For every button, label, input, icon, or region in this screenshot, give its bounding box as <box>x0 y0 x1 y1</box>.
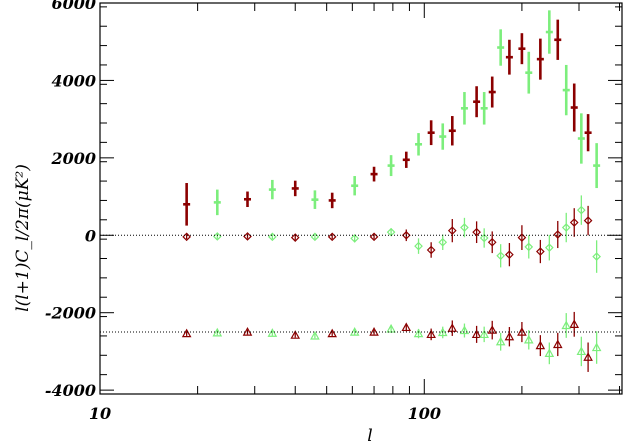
triangle-marker <box>471 329 482 339</box>
triangle-marker <box>212 327 223 337</box>
triangle-marker <box>447 323 458 332</box>
diamond-marker <box>401 230 411 240</box>
triangle-marker <box>401 322 412 332</box>
diamond-marker <box>414 241 423 251</box>
x-axis-label: l <box>367 426 372 444</box>
triangle-marker <box>552 339 563 349</box>
diamond-marker <box>517 233 527 242</box>
triangle-marker <box>583 352 593 361</box>
series-1-plus <box>213 10 601 216</box>
x-tick-label: 10 <box>89 404 111 423</box>
diamond-marker <box>290 233 300 242</box>
y-axis-label: l(l+1)C_l/2π(μK²) <box>13 164 33 312</box>
triangle-marker <box>576 346 587 356</box>
diamond-marker <box>544 243 554 253</box>
triangle-marker <box>591 342 602 352</box>
diamond-marker <box>447 226 457 235</box>
diamond-marker <box>524 242 534 252</box>
y-tick-label: 0 <box>85 226 96 245</box>
triangle-marker <box>327 328 338 338</box>
series-5-triangle <box>212 313 602 367</box>
triangle-marker <box>242 327 253 336</box>
triangle-marker <box>523 334 534 344</box>
triangle-marker <box>437 327 448 337</box>
triangle-marker <box>569 319 580 328</box>
triangle-marker <box>290 330 301 339</box>
tick-labels: -4000 -2000 0 2000 4000 6000 10 100 <box>45 0 441 423</box>
diamond-marker <box>561 223 571 232</box>
triangle-marker <box>504 331 515 341</box>
diamond-marker <box>350 234 360 243</box>
y-tick-label: -4000 <box>45 381 96 400</box>
series-4-triangle <box>181 311 593 372</box>
diamond-marker <box>496 251 506 261</box>
diamond-marker <box>438 237 448 247</box>
diamond-marker <box>487 237 497 247</box>
triangle-marker <box>544 348 555 357</box>
diamond-marker <box>576 205 586 215</box>
diamond-marker <box>460 223 469 232</box>
y-tick-label: 6000 <box>51 0 96 13</box>
plot-frame <box>99 2 623 395</box>
y-tick-label: 4000 <box>51 71 96 90</box>
diamond-marker <box>472 227 481 237</box>
y-tick-label: -2000 <box>45 304 96 323</box>
diamond-marker <box>536 247 545 256</box>
axis-ticks <box>99 2 622 395</box>
triangle-marker <box>413 328 424 338</box>
diamond-marker <box>505 250 514 259</box>
triangle-marker <box>267 328 278 337</box>
diamond-marker <box>583 216 593 225</box>
triangle-marker <box>535 340 546 350</box>
diamond-marker <box>592 252 601 261</box>
diamond-marker <box>569 218 579 227</box>
triangle-marker <box>479 329 489 339</box>
series-0-plus <box>183 19 592 226</box>
triangle-marker <box>561 320 572 330</box>
diamond-marker <box>310 232 320 242</box>
triangle-marker <box>369 327 379 336</box>
triangle-marker <box>495 336 506 346</box>
diamond-marker <box>553 230 563 239</box>
diamond-marker <box>426 245 436 255</box>
data-marks <box>181 10 602 372</box>
series-3-diamond <box>212 195 601 273</box>
diamond-marker <box>243 232 252 241</box>
triangle-marker <box>426 329 436 339</box>
triangle-marker <box>487 325 498 334</box>
triangle-marker <box>459 325 470 335</box>
x-tick-label: 100 <box>408 404 441 423</box>
triangle-marker <box>181 328 192 338</box>
y-tick-label: 2000 <box>50 149 96 168</box>
diamond-marker <box>479 233 489 243</box>
triangle-marker <box>310 330 320 340</box>
series-2-diamond <box>182 205 593 267</box>
